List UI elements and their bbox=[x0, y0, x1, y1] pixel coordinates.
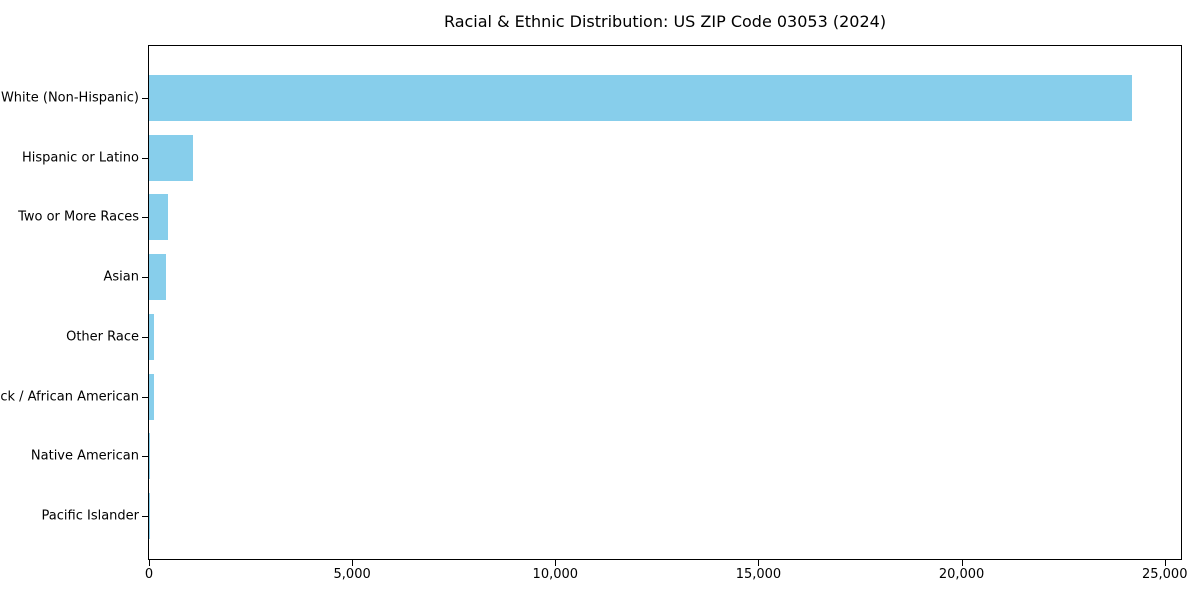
bar bbox=[149, 134, 194, 181]
bar bbox=[149, 313, 155, 360]
y-category-label: Hispanic or Latino bbox=[21, 150, 139, 166]
x-tick bbox=[758, 560, 760, 566]
bar bbox=[149, 254, 166, 301]
y-tick bbox=[142, 217, 148, 219]
y-category-label: White (Non-Hispanic) bbox=[0, 90, 139, 106]
y-tick bbox=[142, 515, 148, 517]
x-tick-label: 0 bbox=[144, 567, 154, 582]
y-tick bbox=[142, 396, 148, 398]
bar bbox=[149, 433, 150, 480]
y-category-label: Asian bbox=[103, 269, 139, 285]
x-tick bbox=[555, 560, 557, 566]
y-category-label: Other Race bbox=[66, 329, 139, 345]
x-tick bbox=[1164, 560, 1166, 566]
bar bbox=[149, 373, 154, 420]
y-tick bbox=[142, 157, 148, 159]
x-tick bbox=[961, 560, 963, 566]
x-tick-label: 20,000 bbox=[938, 567, 985, 582]
chart-title: Racial & Ethnic Distribution: US ZIP Cod… bbox=[443, 12, 887, 31]
x-tick bbox=[352, 560, 354, 566]
x-tick-label: 25,000 bbox=[1141, 567, 1188, 582]
y-tick bbox=[142, 336, 148, 338]
y-tick bbox=[142, 98, 148, 99]
bar bbox=[149, 75, 1132, 121]
x-tick-label: 10,000 bbox=[532, 567, 579, 582]
y-category-label: Two or More Races bbox=[18, 209, 139, 225]
plot-area: White (Non-Hispanic) Hispanic or Latino Tw… bbox=[0, 45, 1187, 582]
y-tick bbox=[142, 456, 148, 458]
x-tick-label: 5,000 bbox=[333, 567, 371, 582]
bar bbox=[149, 194, 168, 241]
y-category-label: Black / African American bbox=[0, 389, 139, 405]
x-tick bbox=[149, 560, 150, 566]
y-tick bbox=[142, 277, 148, 279]
x-tick-label: 15,000 bbox=[735, 567, 782, 582]
y-category-label: Native American bbox=[30, 448, 139, 464]
y-category-label: Pacific Islander bbox=[41, 508, 139, 524]
